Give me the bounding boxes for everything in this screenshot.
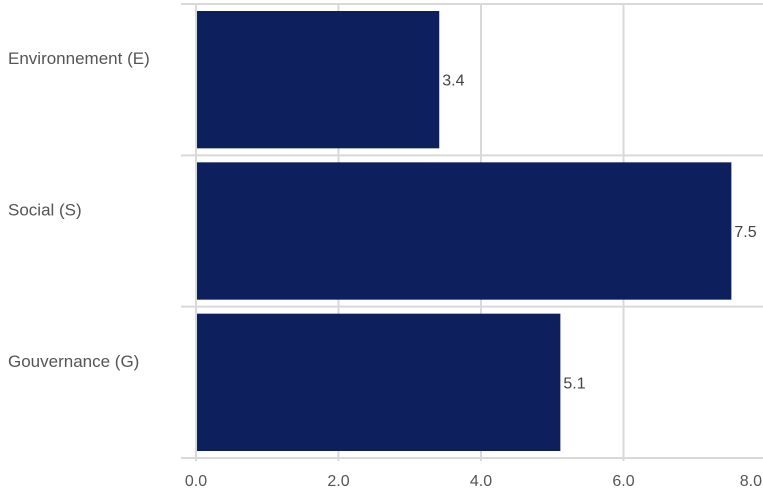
x-tick-label: 0.0	[185, 473, 207, 490]
x-axis-tick-labels: 0.0 2.0 4.0 6.0 8.0	[185, 473, 762, 490]
data-label: 7.5	[734, 224, 756, 241]
bar-1	[197, 11, 440, 149]
bar-3	[197, 313, 561, 451]
x-tick-label: 4.0	[470, 473, 492, 490]
bar-2	[197, 162, 732, 300]
data-label: 3.4	[442, 73, 464, 90]
x-tick-label: 6.0	[612, 473, 634, 490]
category-separators	[181, 3, 763, 459]
category-labels: Environnement (E) Social (S) Gouvernance (…	[8, 49, 150, 371]
x-tick-label: 8.0	[740, 473, 762, 490]
category-label: Environnement (E)	[8, 49, 150, 68]
category-label: Social (S)	[8, 200, 82, 219]
data-labels: 3.4 7.5 5.1	[442, 73, 756, 393]
category-label: Gouvernance (G)	[8, 352, 139, 371]
data-label: 5.1	[563, 375, 585, 392]
bars	[197, 11, 732, 451]
x-tick-label: 2.0	[327, 473, 349, 490]
